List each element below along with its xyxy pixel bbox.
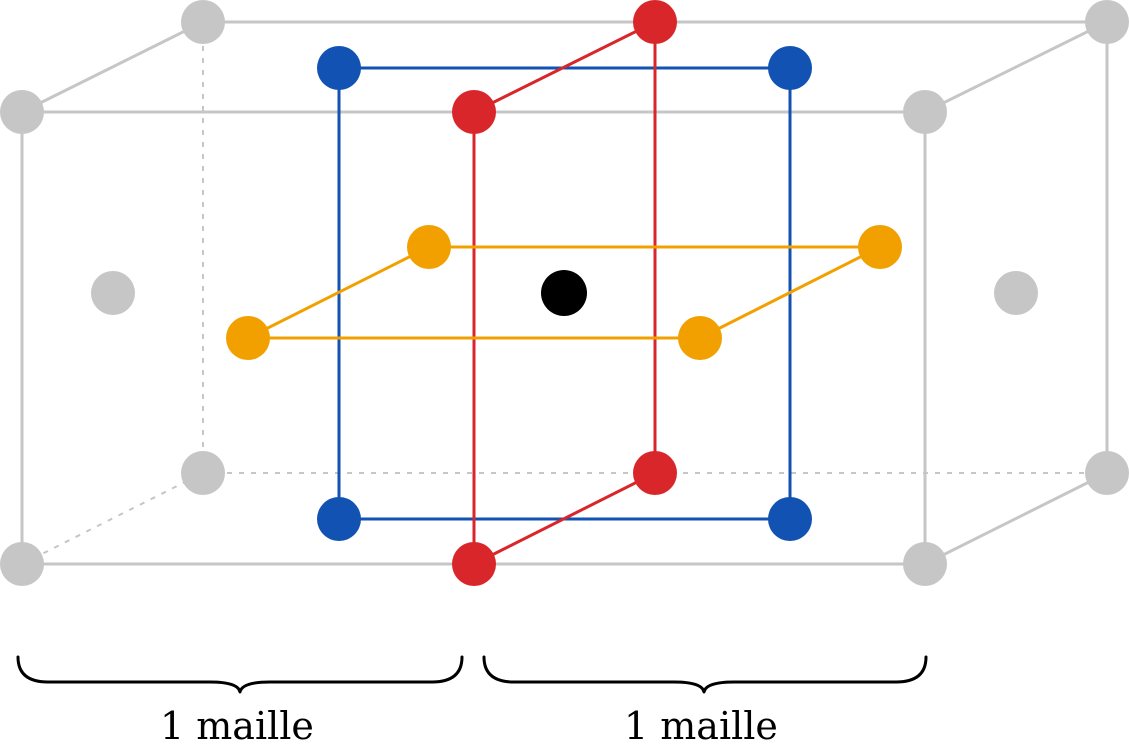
orange-atom bbox=[226, 316, 270, 360]
orange-plane bbox=[247, 245, 881, 340]
gray-atom bbox=[181, 451, 225, 495]
gray-atoms bbox=[0, 0, 1129, 586]
blue-atom bbox=[768, 497, 812, 541]
frame-edge-depth-bottom-right bbox=[924, 471, 1108, 566]
blue-atom bbox=[768, 46, 812, 90]
orange-atom bbox=[858, 225, 902, 269]
center-atom bbox=[541, 270, 587, 316]
red-atom bbox=[452, 542, 496, 586]
gray-atom bbox=[0, 542, 44, 586]
left-brace bbox=[16, 655, 464, 694]
orange-atom bbox=[678, 316, 722, 360]
gray-atom bbox=[1085, 0, 1129, 44]
blue-atom bbox=[317, 497, 361, 541]
gray-atom bbox=[1085, 451, 1129, 495]
blue-atom bbox=[317, 46, 361, 90]
gray-atom bbox=[903, 90, 947, 134]
gray-atom bbox=[181, 0, 225, 44]
left-cell-label: 1 maille bbox=[160, 704, 314, 748]
orange-atom bbox=[407, 225, 451, 269]
red-edge-top bbox=[473, 20, 656, 114]
red-edge-bottom bbox=[473, 471, 656, 566]
frame-edge-depth-top-right bbox=[924, 20, 1108, 114]
orange-atoms bbox=[226, 225, 902, 360]
gray-atom bbox=[903, 542, 947, 586]
orange-edge-left bbox=[247, 245, 430, 340]
red-atoms bbox=[452, 0, 677, 586]
right-cell-label: 1 maille bbox=[624, 704, 778, 748]
frame-hidden-edge-depth bbox=[21, 472, 204, 565]
orange-edge-right bbox=[699, 245, 881, 340]
frame-edge-depth-top-left bbox=[21, 20, 204, 114]
gray-atom bbox=[91, 271, 135, 315]
blue-atoms bbox=[317, 46, 812, 541]
red-atom bbox=[452, 90, 496, 134]
red-atom bbox=[633, 451, 677, 495]
gray-atom bbox=[994, 271, 1038, 315]
red-atom bbox=[633, 0, 677, 44]
gray-atom bbox=[0, 90, 44, 134]
right-brace bbox=[482, 655, 928, 694]
